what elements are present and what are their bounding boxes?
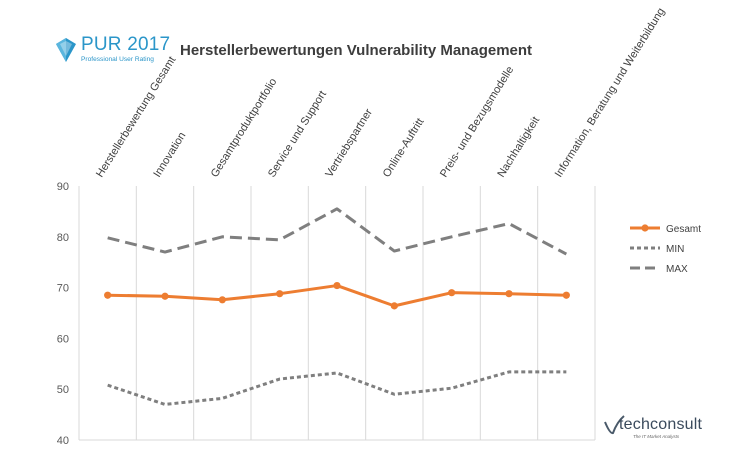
y-tick-label: 70 — [57, 283, 69, 295]
series-point-gesamt — [161, 292, 169, 300]
series-line-max — [107, 207, 568, 256]
y-tick-label: 60 — [57, 333, 69, 345]
legend-label-max: MAX — [666, 264, 688, 275]
series-point-gesamt — [104, 291, 112, 299]
legend-marker-gesamt — [641, 224, 649, 232]
x-tick-label: Nachhaltigkeit — [495, 115, 542, 180]
x-tick-label: Innovation — [151, 130, 188, 179]
legend-label-gesamt: Gesamt — [666, 224, 701, 235]
y-tick-label: 90 — [57, 181, 69, 193]
series-point-gesamt — [276, 290, 284, 298]
series-point-gesamt — [218, 296, 226, 304]
series-point-gesamt — [390, 302, 398, 310]
x-tick-label: Gesamtproduktportfolio — [209, 76, 280, 179]
series-point-gesamt — [562, 291, 570, 299]
series-point-gesamt — [505, 290, 513, 298]
series-point-gesamt — [333, 281, 341, 290]
y-tick-label: 80 — [57, 232, 69, 244]
techconsult-logo: techconsult The IT Market Analysts — [603, 414, 723, 444]
series-point-gesamt — [448, 289, 456, 297]
legend-label-min: MIN — [666, 244, 684, 255]
y-tick-label: 50 — [57, 384, 69, 396]
x-tick-label: Online-Auftritt — [381, 116, 427, 179]
logo-subtitle: Professional User Rating — [81, 56, 154, 63]
y-tick-label: 40 — [57, 435, 69, 447]
series-line-min — [107, 370, 567, 406]
logo-text: PUR 2017 — [81, 34, 171, 55]
techconsult-tagline: The IT Market Analysts — [633, 434, 680, 439]
techconsult-wordmark: techconsult — [619, 416, 703, 433]
techconsult-swoosh-icon — [604, 415, 625, 435]
chart-title: Herstellerbewertungen Vulnerability Mana… — [180, 42, 533, 59]
x-tick-label: Information, Beratung und Weiterbildung — [553, 6, 668, 180]
pur-logo: PUR 2017 Professional User Rating — [54, 34, 184, 68]
x-tick-label: Vertriebspartner — [323, 107, 375, 180]
x-tick-label: Service und Support — [266, 89, 329, 180]
pur-diamond-icon — [56, 38, 76, 62]
